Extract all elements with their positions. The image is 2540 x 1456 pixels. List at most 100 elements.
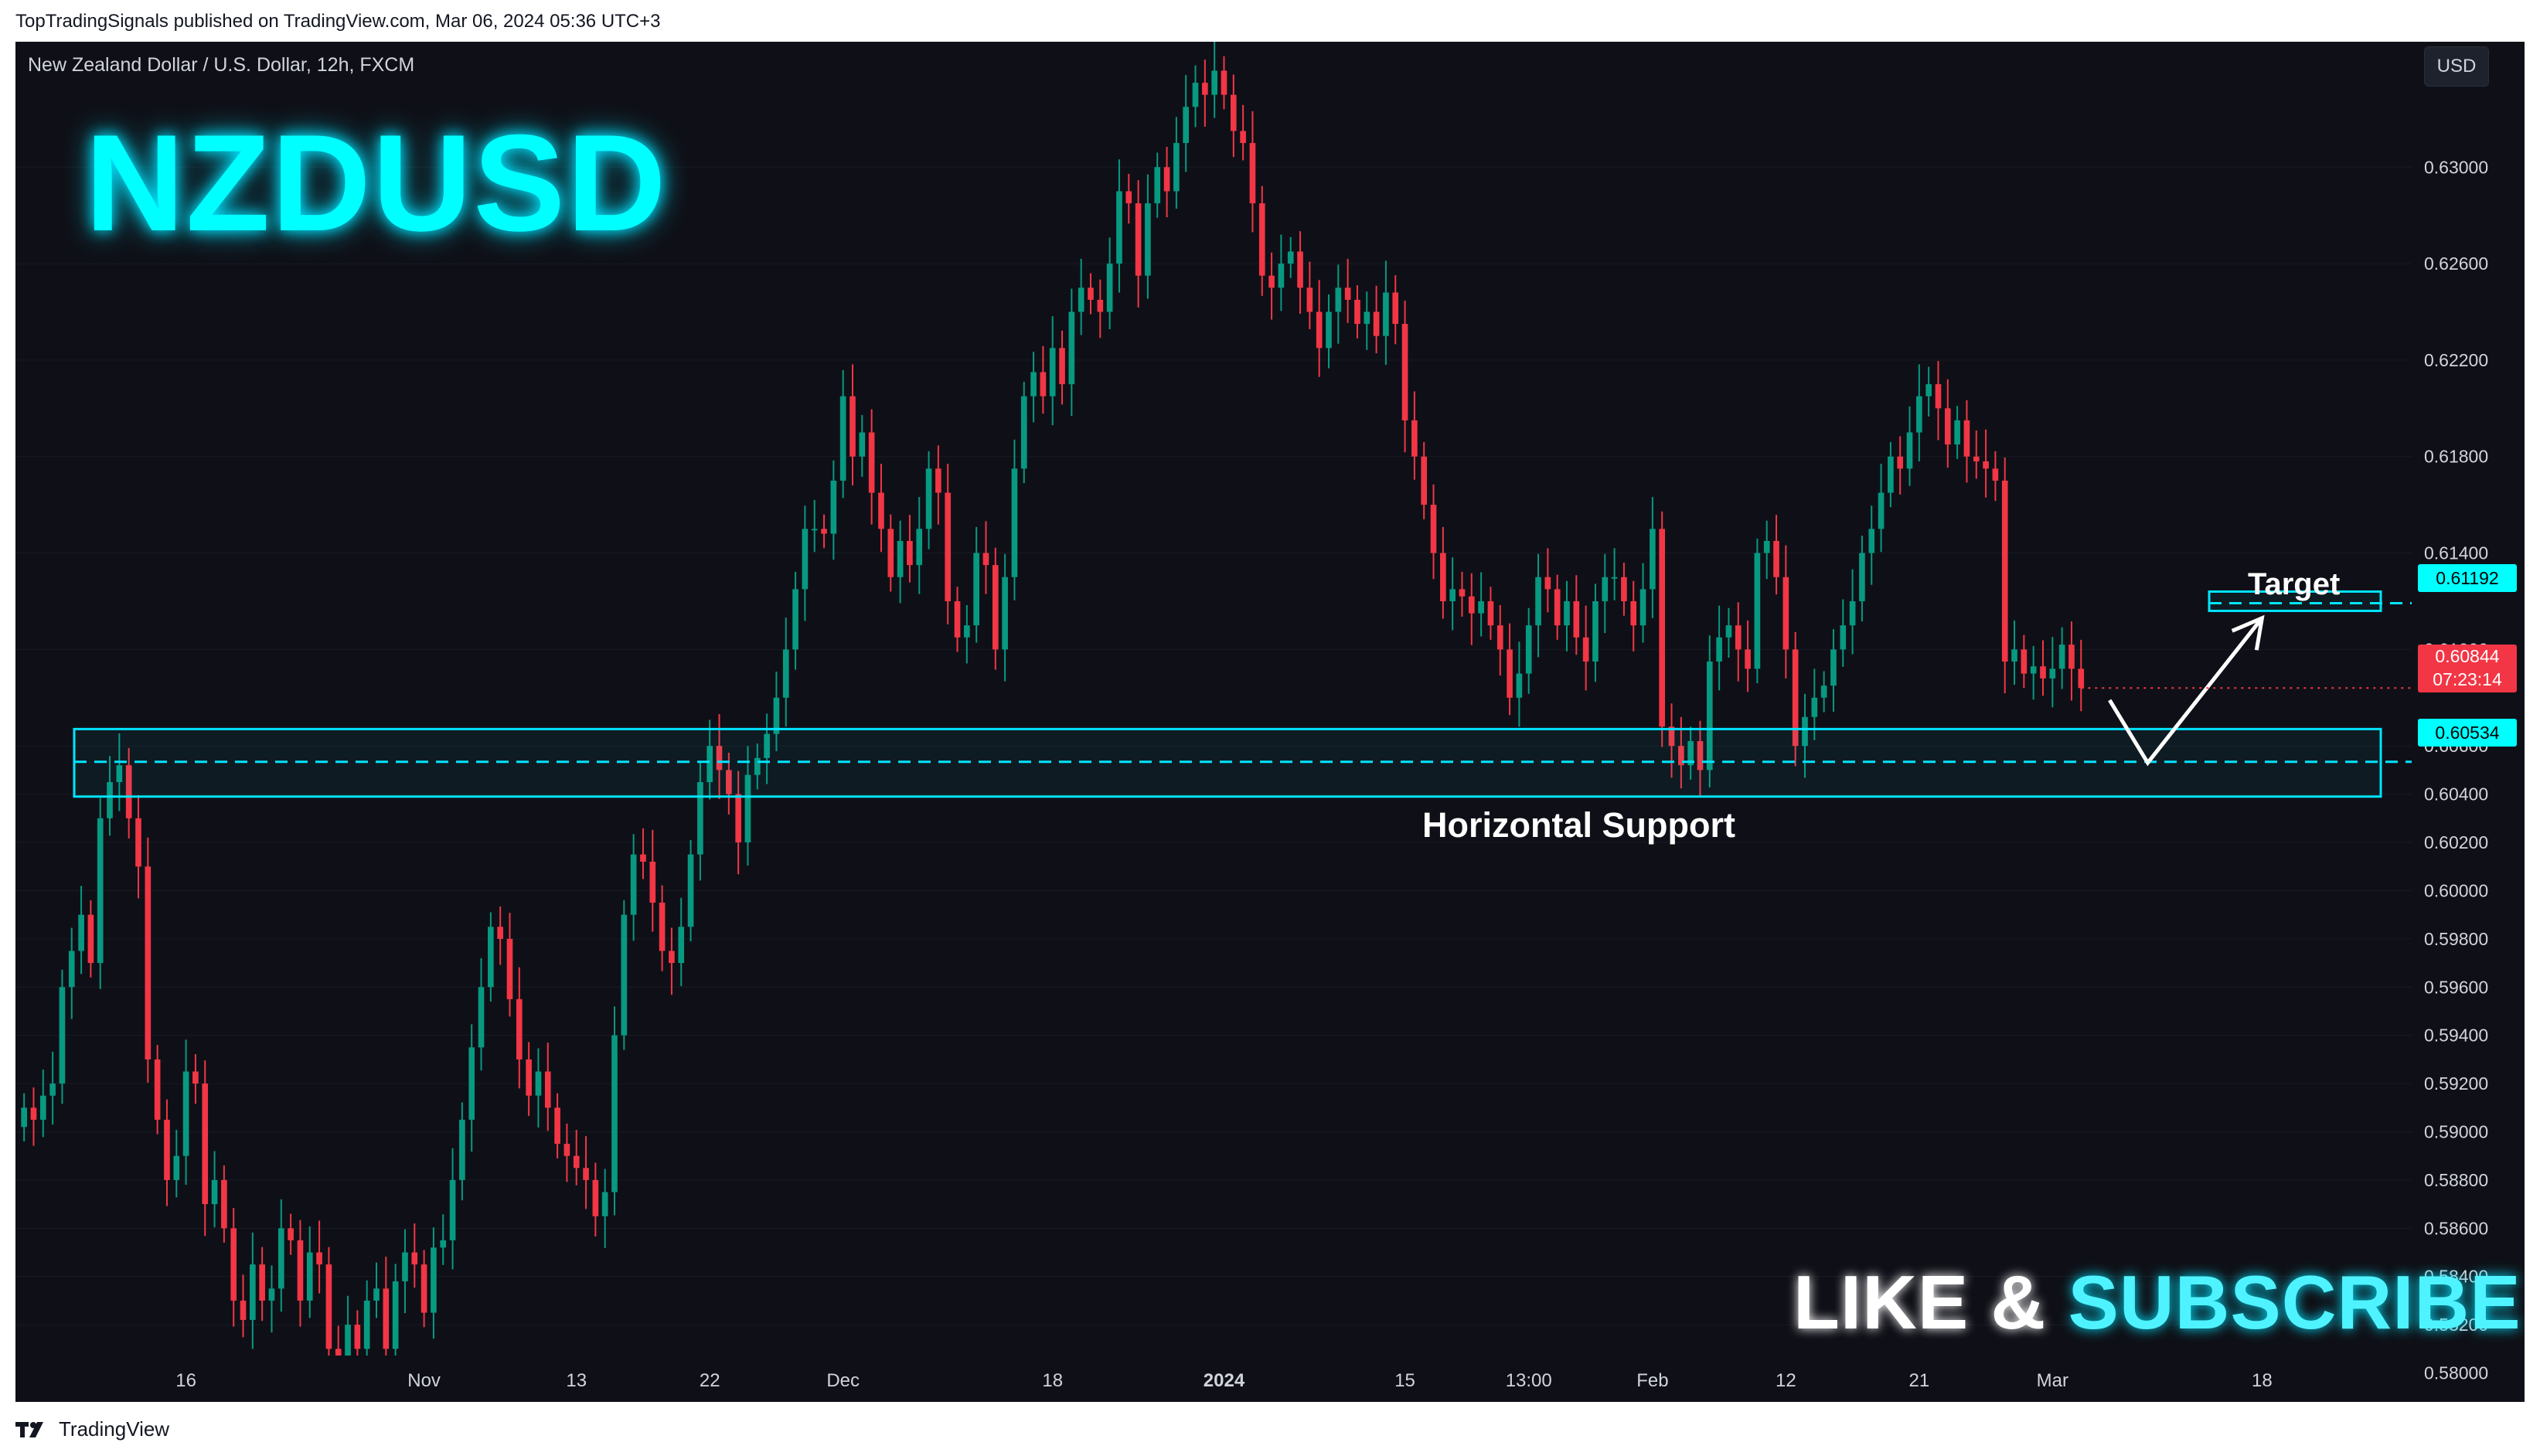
candle-body: [1802, 716, 1808, 747]
candle: [1392, 275, 1399, 345]
candle-body: [1992, 468, 1999, 481]
candle-body: [2058, 645, 2065, 669]
candle: [1659, 511, 1666, 747]
candle: [1278, 234, 1285, 311]
candle-body: [1326, 311, 1332, 349]
target-zone: [2208, 590, 2382, 612]
candle: [1401, 301, 1408, 453]
candle: [735, 771, 741, 875]
candle: [2049, 637, 2056, 708]
candle-body: [1535, 577, 1541, 626]
candle-body: [792, 589, 798, 650]
candle: [1944, 379, 1951, 468]
candle: [1630, 580, 1637, 651]
candle: [1639, 563, 1646, 643]
candle: [1507, 623, 1513, 716]
candle-body: [945, 492, 952, 601]
candle: [1830, 629, 1837, 712]
candle: [516, 967, 523, 1089]
candle-body: [1478, 600, 1484, 614]
candle: [1002, 553, 1008, 682]
candle: [992, 547, 999, 670]
candle: [87, 900, 94, 978]
candle: [973, 526, 979, 643]
candle: [1192, 65, 1199, 128]
candle-body: [1468, 596, 1475, 614]
price-tick-label: 0.59800: [2424, 929, 2488, 949]
candle: [1697, 720, 1704, 797]
candle-body: [363, 1300, 370, 1349]
candle: [1888, 442, 1894, 508]
candle: [1230, 74, 1237, 158]
price-tick-label: 0.58400: [2424, 1267, 2488, 1287]
candle-body: [1554, 589, 1561, 626]
candle-body: [449, 1179, 456, 1240]
candle: [1525, 607, 1532, 694]
candle: [1145, 174, 1151, 299]
candle: [563, 1123, 570, 1182]
candle-body: [802, 529, 809, 590]
candle-body: [288, 1228, 294, 1240]
candle-body: [107, 782, 113, 818]
candle-body: [1630, 600, 1637, 626]
candle: [354, 1310, 361, 1364]
symbol-title[interactable]: New Zealand Dollar / U.S. Dollar, 12h, F…: [28, 54, 415, 76]
candle: [754, 743, 761, 790]
time-tick-label: 21: [1908, 1370, 1929, 1391]
candle: [630, 834, 637, 941]
candle: [97, 798, 104, 989]
candle-body: [1401, 324, 1408, 420]
candle: [982, 521, 989, 594]
candle: [887, 514, 894, 592]
candle-body: [1125, 191, 1132, 204]
candle: [1763, 520, 1770, 580]
candle: [2021, 634, 2028, 689]
price-tick-label: 0.58800: [2424, 1170, 2488, 1190]
candle: [1916, 364, 1922, 461]
candle: [707, 719, 713, 800]
candle-body: [1621, 577, 1627, 601]
candle: [373, 1262, 380, 1318]
candle-body: [1659, 529, 1666, 727]
candle-body: [297, 1240, 304, 1301]
candle-body: [1973, 456, 1980, 461]
currency-button[interactable]: USD: [2424, 46, 2489, 87]
candle: [859, 415, 866, 477]
candle-body: [135, 818, 141, 867]
candle-body: [1811, 697, 1818, 717]
candle: [420, 1250, 427, 1328]
candle: [583, 1136, 589, 1209]
candle: [392, 1264, 399, 1369]
candle: [1650, 497, 1656, 618]
candle-body: [678, 927, 685, 964]
candle-body: [1773, 540, 1779, 577]
candles: [21, 42, 2085, 1400]
candle-body: [154, 1059, 161, 1120]
candle: [697, 761, 703, 881]
candle-body: [868, 432, 875, 493]
candle-body: [250, 1264, 256, 1320]
candle: [316, 1220, 322, 1294]
candle: [1173, 117, 1180, 209]
time-tick-label: 16: [175, 1370, 196, 1391]
candle-body: [773, 697, 780, 734]
candle-body: [916, 529, 923, 566]
candle: [640, 828, 646, 879]
candle: [554, 1093, 560, 1158]
chart-pane[interactable]: 0.630000.626000.622000.618000.614000.610…: [15, 42, 2525, 1402]
candle: [1973, 430, 1980, 479]
candle-body: [925, 468, 932, 529]
candle-body: [478, 987, 485, 1048]
candle: [1820, 671, 1827, 713]
price-chart[interactable]: 0.630000.626000.622000.618000.614000.610…: [15, 42, 2525, 1402]
candle-body: [1202, 83, 1208, 95]
candle-body: [1725, 625, 1732, 638]
candle-body: [221, 1179, 227, 1229]
candle: [164, 1099, 170, 1206]
candle-body: [735, 794, 741, 843]
candle: [1011, 439, 1018, 600]
candle-body: [839, 396, 846, 481]
tradingview-logo-icon: [15, 1421, 43, 1437]
candle: [288, 1213, 294, 1255]
candle-body: [1954, 420, 1960, 445]
